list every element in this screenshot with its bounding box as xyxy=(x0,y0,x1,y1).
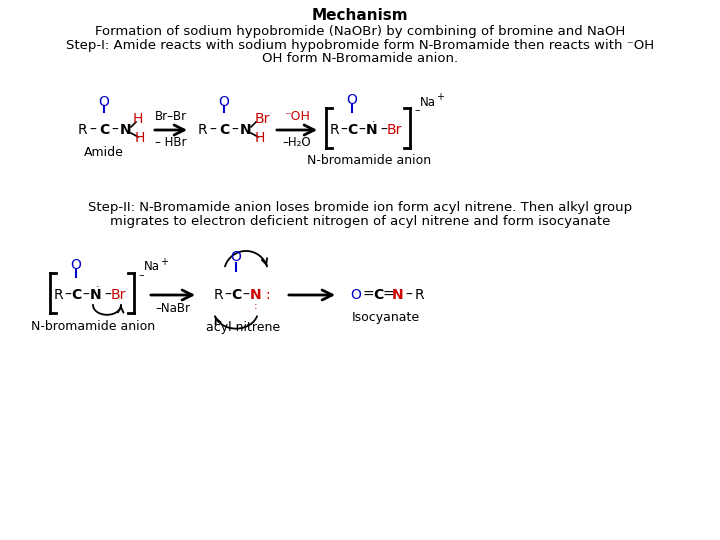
Text: –: – xyxy=(104,288,112,302)
Text: –: – xyxy=(89,123,96,137)
Text: –: – xyxy=(414,105,420,115)
Text: N: N xyxy=(90,288,102,302)
Text: H: H xyxy=(255,131,265,145)
Text: – HBr: – HBr xyxy=(156,137,186,150)
Text: Isocyanate: Isocyanate xyxy=(352,310,420,323)
Text: Step-II: N-Bromamide anion loses bromide ion form acyl nitrene. Then alkyl group: Step-II: N-Bromamide anion loses bromide… xyxy=(88,201,632,214)
Text: –: – xyxy=(381,123,387,137)
Text: H: H xyxy=(132,112,143,126)
Text: R: R xyxy=(329,123,339,137)
Text: Na: Na xyxy=(420,96,436,109)
Text: O: O xyxy=(346,93,357,107)
Text: Br–Br: Br–Br xyxy=(155,111,187,124)
Text: Formation of sodium hypobromide (NaOBr) by combining of bromine and NaOH: Formation of sodium hypobromide (NaOBr) … xyxy=(95,24,625,37)
Text: N: N xyxy=(240,123,252,137)
Text: R: R xyxy=(53,288,63,302)
Text: :: : xyxy=(266,288,270,302)
Text: –: – xyxy=(65,288,71,302)
Text: N-bromamide anion: N-bromamide anion xyxy=(31,321,155,334)
Text: O: O xyxy=(71,258,81,272)
Text: –: – xyxy=(243,288,249,302)
Text: –: – xyxy=(112,123,118,137)
Text: C: C xyxy=(347,123,357,137)
Text: C: C xyxy=(231,288,241,302)
Text: C: C xyxy=(71,288,81,302)
Text: –: – xyxy=(341,123,348,137)
Text: Step-I: Amide reacts with sodium hypobromide form N-Bromamide then reacts with ⁻: Step-I: Amide reacts with sodium hypobro… xyxy=(66,38,654,51)
Text: R: R xyxy=(77,123,87,137)
Text: =: = xyxy=(382,288,394,302)
Text: R: R xyxy=(414,288,424,302)
Text: Br: Br xyxy=(387,123,402,137)
Text: ·: · xyxy=(96,282,100,292)
Text: N: N xyxy=(120,123,132,137)
Text: N: N xyxy=(250,288,262,302)
Text: O: O xyxy=(99,95,109,109)
Text: –: – xyxy=(225,288,231,302)
Text: +: + xyxy=(436,92,444,102)
Text: O: O xyxy=(230,250,241,264)
Text: +: + xyxy=(160,257,168,267)
Text: OH form N-Bromamide anion.: OH form N-Bromamide anion. xyxy=(262,52,458,65)
Text: –: – xyxy=(83,288,89,302)
Text: O: O xyxy=(351,288,361,302)
Text: H: H xyxy=(135,131,145,145)
Text: =: = xyxy=(362,288,374,302)
Text: –: – xyxy=(138,270,144,280)
Text: –NaBr: –NaBr xyxy=(156,302,191,315)
Text: –: – xyxy=(232,123,238,137)
Text: –: – xyxy=(210,123,217,137)
Text: ⁻OH: ⁻OH xyxy=(284,110,310,123)
Text: R: R xyxy=(213,288,222,302)
Text: C: C xyxy=(373,288,383,302)
Text: Na: Na xyxy=(144,260,160,273)
Text: acyl nitrene: acyl nitrene xyxy=(206,321,280,334)
Text: Mechanism: Mechanism xyxy=(312,9,408,24)
Text: :: : xyxy=(254,301,258,311)
Text: Br: Br xyxy=(254,112,270,126)
Text: Br: Br xyxy=(110,288,126,302)
Text: C: C xyxy=(219,123,229,137)
Text: ·: · xyxy=(372,117,376,127)
Text: O: O xyxy=(219,95,230,109)
Text: Amide: Amide xyxy=(84,145,124,159)
Text: R: R xyxy=(197,123,207,137)
Text: C: C xyxy=(99,123,109,137)
Text: migrates to electron deficient nitrogen of acyl nitrene and form isocyanate: migrates to electron deficient nitrogen … xyxy=(110,215,610,228)
Text: N: N xyxy=(366,123,378,137)
Text: –: – xyxy=(359,123,366,137)
Text: –: – xyxy=(405,288,413,302)
Text: N-bromamide anion: N-bromamide anion xyxy=(307,153,431,166)
Text: –H₂O: –H₂O xyxy=(283,137,311,150)
Text: N: N xyxy=(392,288,404,302)
